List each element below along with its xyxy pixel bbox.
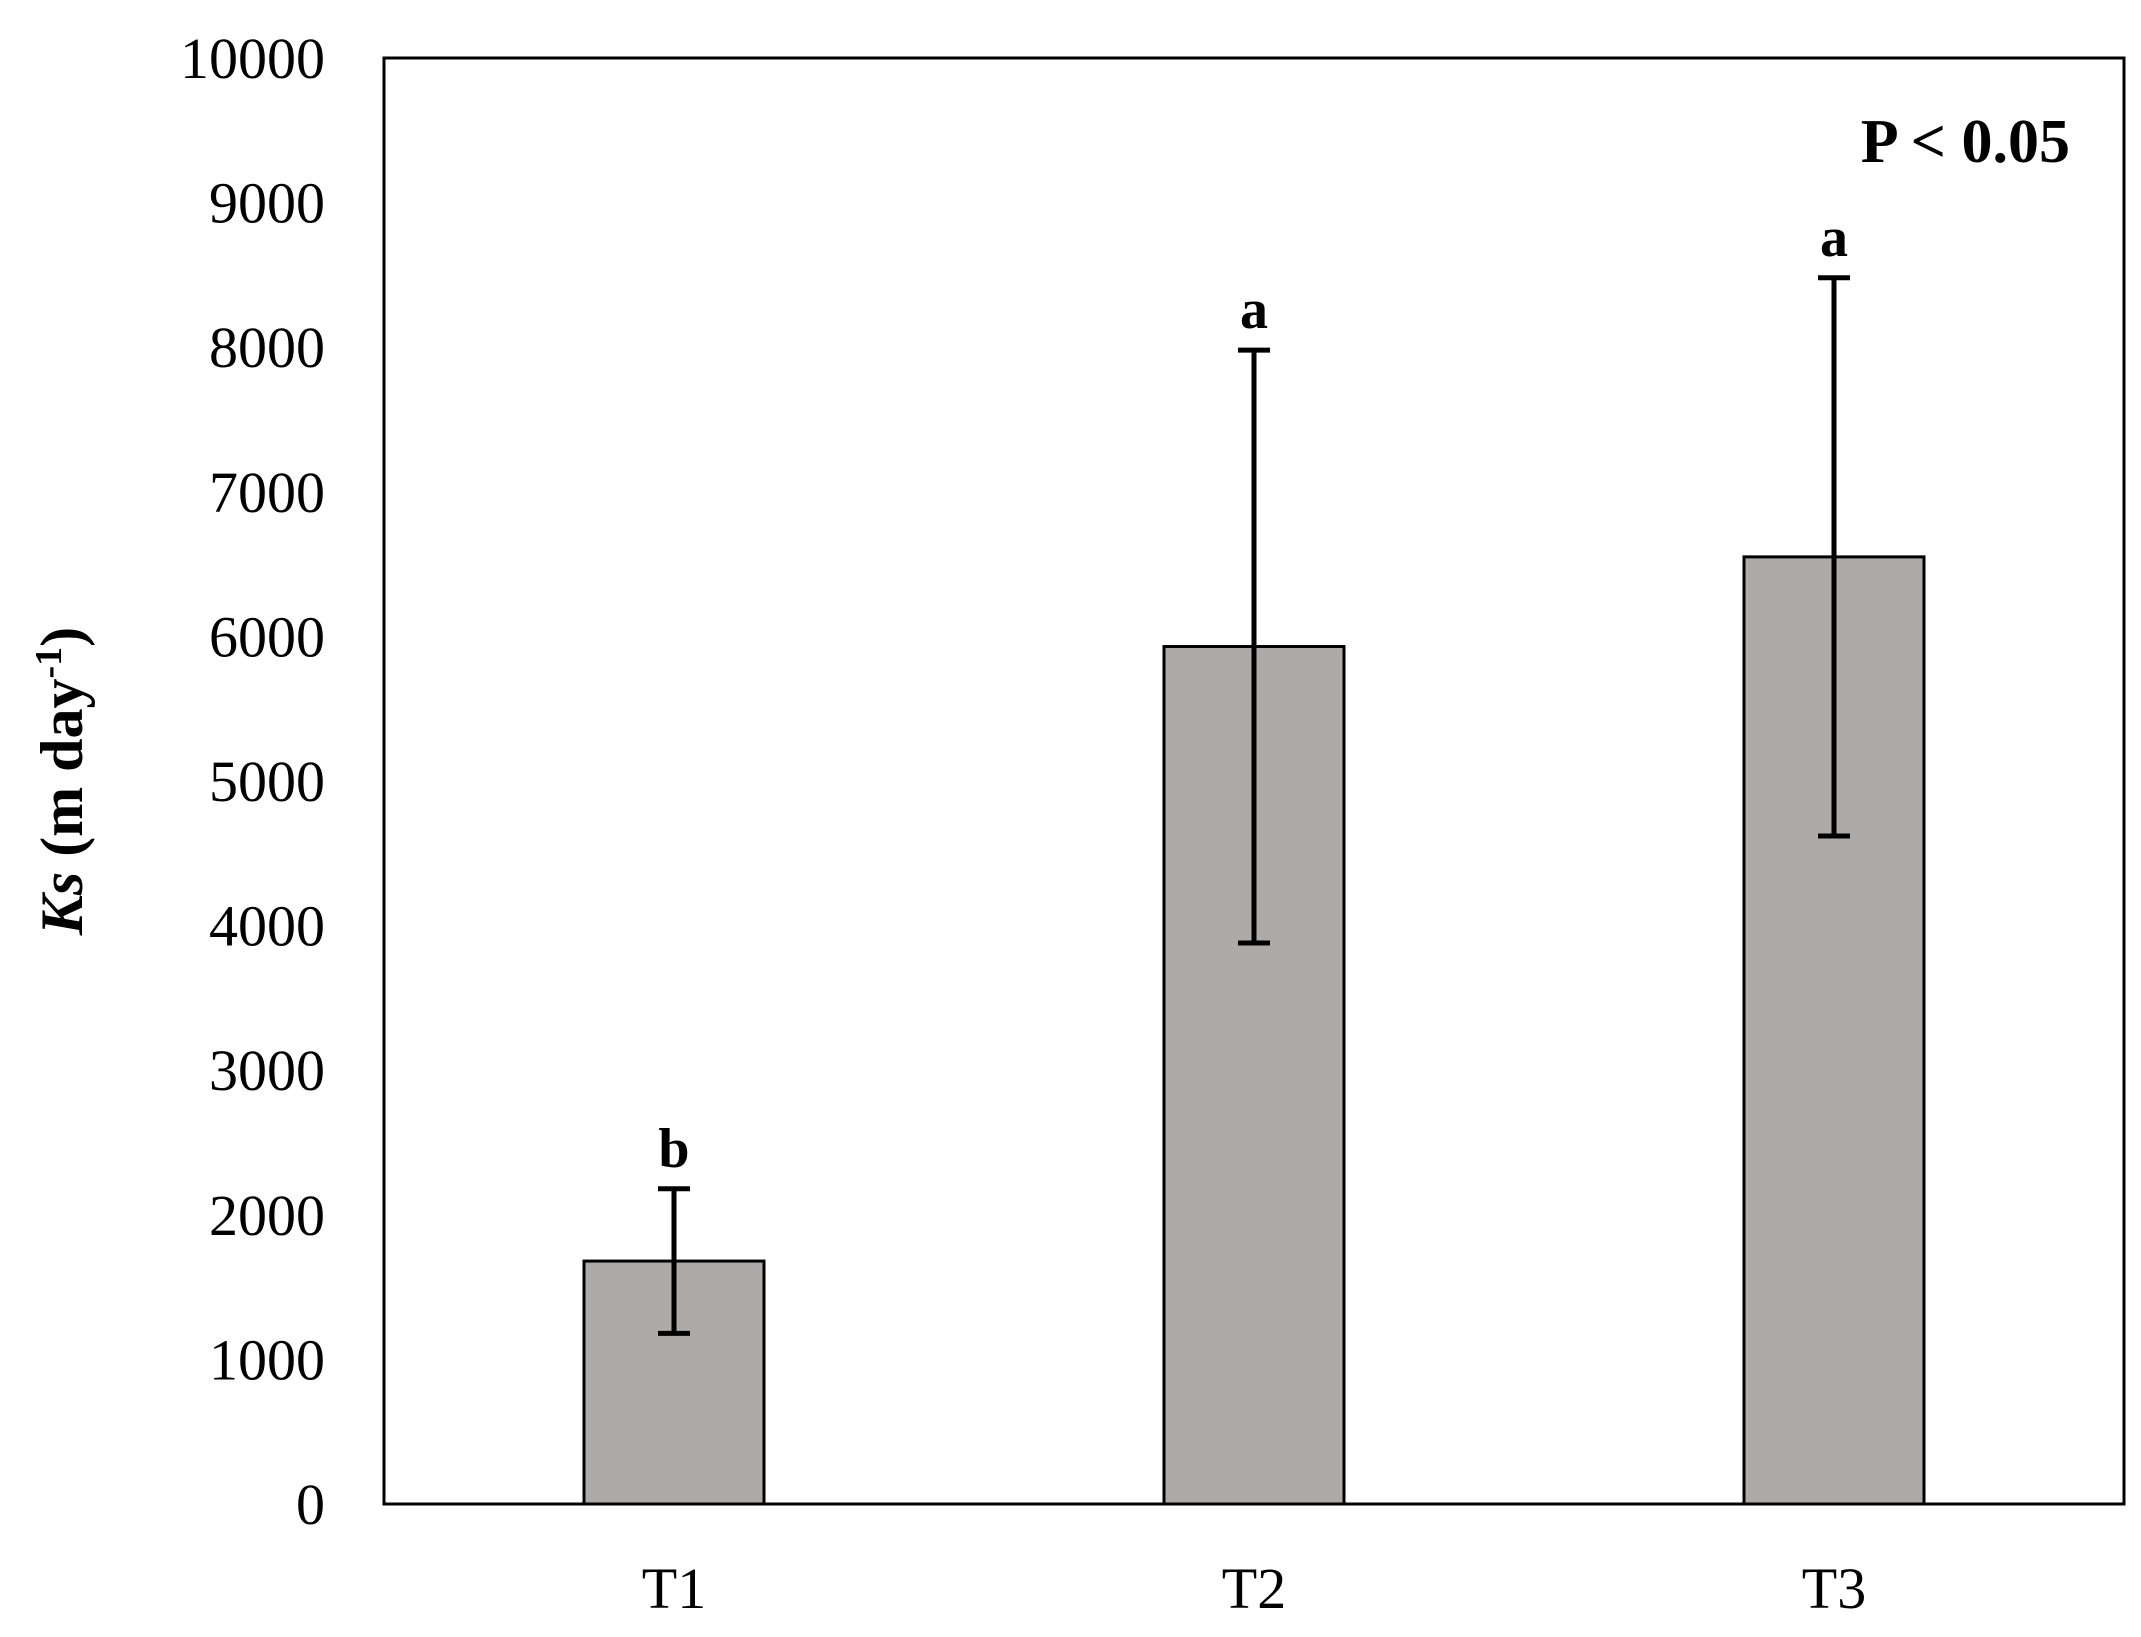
error-bar-t3 <box>1818 275 1850 839</box>
x-tick-label-t1: T1 <box>642 1556 706 1621</box>
y-tick-label: 7000 <box>209 460 325 525</box>
y-axis-label: Ks (m day-1) <box>28 627 95 936</box>
x-tick-label-t3: T3 <box>1802 1556 1866 1621</box>
y-tick-label: 9000 <box>209 171 325 236</box>
error-bar-t2 <box>1238 347 1270 946</box>
y-tick-label: 1000 <box>209 1327 325 1392</box>
y-tick-label: 10000 <box>180 26 325 91</box>
y-tick-label: 3000 <box>209 1038 325 1103</box>
significance-letter-t2: a <box>1240 279 1268 341</box>
x-axis-ticks: T1 T2 T3 <box>642 1556 1866 1621</box>
y-tick-label: 8000 <box>209 315 325 380</box>
y-axis-label-unit: (m day <box>29 678 95 871</box>
x-tick-label-t2: T2 <box>1222 1556 1286 1621</box>
y-tick-label: 5000 <box>209 749 325 814</box>
y-tick-label: 4000 <box>209 894 325 959</box>
y-axis-label-close: ) <box>29 627 95 647</box>
y-axis-label-exponent: -1 <box>28 647 70 679</box>
significance-letter-t3: a <box>1820 207 1848 269</box>
y-tick-label: 6000 <box>209 604 325 669</box>
significance-letters: b a a <box>658 207 1848 1180</box>
y-axis-label-symbol: Ks <box>29 872 95 936</box>
y-axis-ticks: 0 1000 2000 3000 4000 5000 6000 7000 8000 9000 100… <box>180 26 325 1537</box>
error-bars <box>658 275 1850 1336</box>
y-tick-label: 2000 <box>209 1183 325 1248</box>
significance-letter-t1: b <box>658 1118 689 1180</box>
error-bar-t1 <box>658 1186 690 1336</box>
p-value-annotation: P < 0.05 <box>1861 108 2070 176</box>
y-tick-label: 0 <box>296 1472 325 1537</box>
